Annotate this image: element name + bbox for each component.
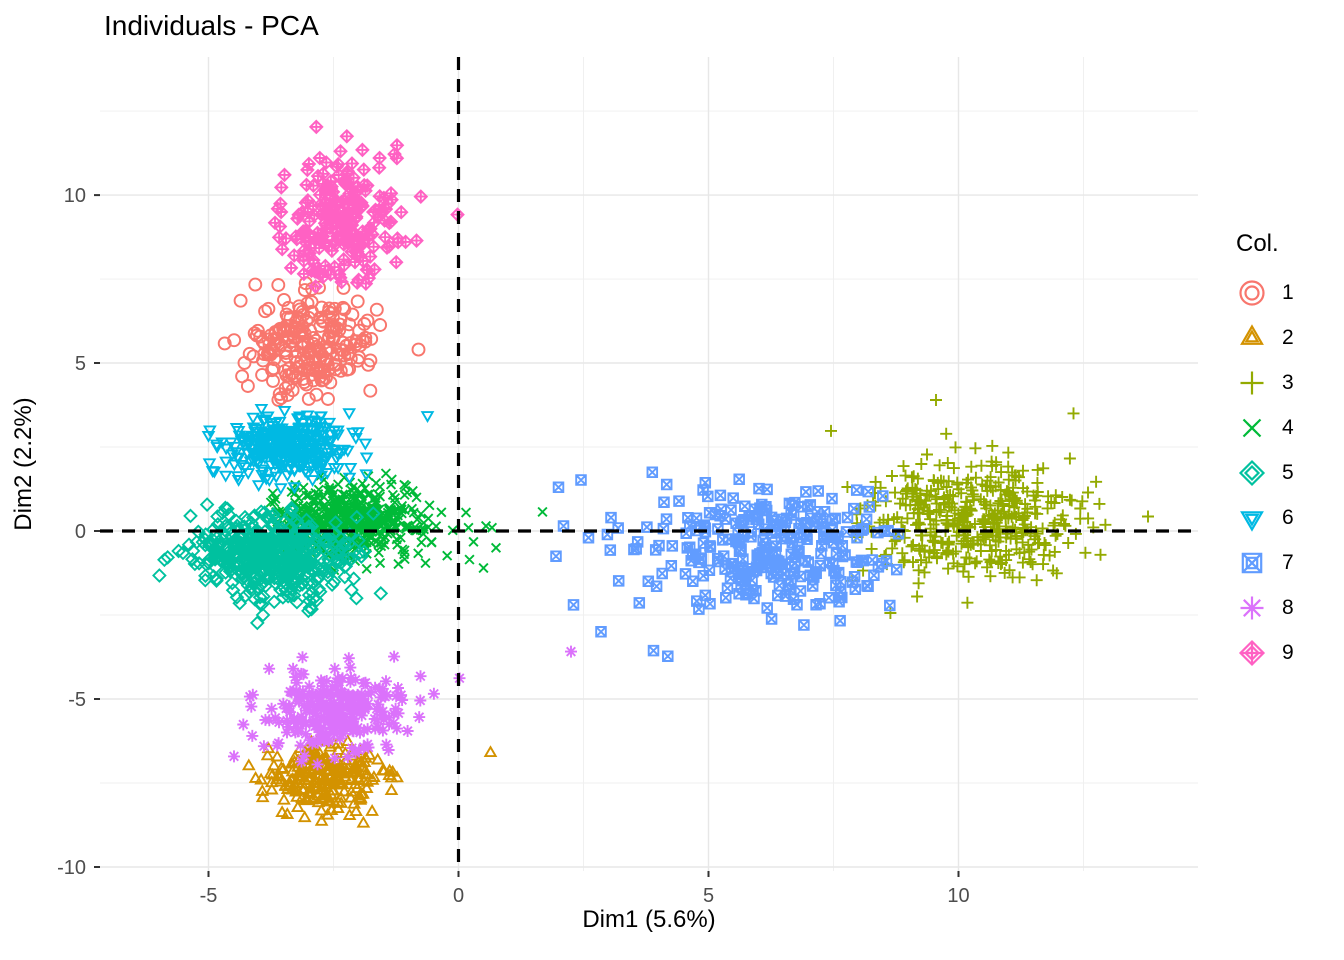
triangle-up-icon: [1240, 323, 1264, 345]
legend-item-label: 4: [1282, 415, 1294, 439]
cluster-1-points: [217, 276, 426, 407]
axis-ticks: [94, 194, 960, 877]
legend-item-label: 7: [1282, 550, 1294, 574]
cluster-2-points: [241, 729, 498, 828]
y-tick-label--5: -5: [68, 689, 86, 711]
legend-item-label: 1: [1282, 280, 1294, 304]
legend-item-4: 4: [1234, 405, 1294, 450]
legend-item-label: 8: [1282, 595, 1294, 619]
legend-item-9: 9: [1234, 630, 1294, 675]
legend-item-label: 6: [1282, 505, 1294, 529]
legend-item-1: 1: [1234, 270, 1294, 315]
cluster-5-points: [152, 497, 389, 631]
legend: Col. 1 2 3 4 5 6 7 8 9: [1234, 230, 1294, 675]
x-tick-label-5: 5: [703, 885, 714, 907]
legend-item-label: 5: [1282, 460, 1294, 484]
cluster-9-points: [267, 119, 465, 294]
cluster-8-points: [228, 645, 577, 771]
legend-item-5: 5: [1234, 450, 1294, 495]
legend-item-7: 7: [1234, 540, 1294, 585]
legend-item-6: 6: [1234, 495, 1294, 540]
legend-item-3: 3: [1234, 360, 1294, 405]
cluster-6-points: [201, 403, 435, 496]
y-tick-label-10: 10: [64, 185, 86, 207]
legend-item-8: 8: [1234, 585, 1294, 630]
x-tick-label-10: 10: [947, 885, 969, 907]
square-cross-icon: [1241, 552, 1263, 573]
legend-item-label: 2: [1282, 325, 1294, 349]
y-tick-label-5: 5: [75, 353, 86, 375]
diamond-plus-icon: [1238, 639, 1266, 666]
x-axis-title: Dim1 (5.6%): [582, 906, 716, 933]
zero-reference-lines: [100, 57, 1198, 871]
legend-items: 1 2 3 4 5 6 7 8 9: [1234, 270, 1294, 675]
cluster-7-points: [550, 466, 905, 662]
asterisk-icon: [1240, 596, 1264, 619]
diamond-icon: [1238, 459, 1266, 486]
legend-item-2: 2: [1234, 315, 1294, 360]
x-tick-label--5: -5: [200, 885, 218, 907]
legend-item-label: 3: [1282, 370, 1294, 394]
circle-icon: [1239, 279, 1265, 306]
triangle-down-icon: [1240, 510, 1264, 532]
axis-tick-labels: -5 0 5 10 -10 -5 0 5 10: [57, 185, 970, 907]
gridlines-minor: [100, 57, 1198, 871]
legend-item-label: 9: [1282, 640, 1294, 664]
cluster-3-points: [823, 394, 1154, 619]
legend-title: Col.: [1236, 230, 1279, 257]
chart-title: Individuals - PCA: [104, 10, 319, 41]
y-tick-label--10: -10: [57, 857, 86, 879]
scatter-points: [152, 119, 1154, 828]
cross-icon: [1242, 418, 1262, 437]
plus-icon: [1240, 371, 1264, 394]
y-tick-label-0: 0: [75, 521, 86, 543]
x-tick-label-0: 0: [453, 885, 464, 907]
